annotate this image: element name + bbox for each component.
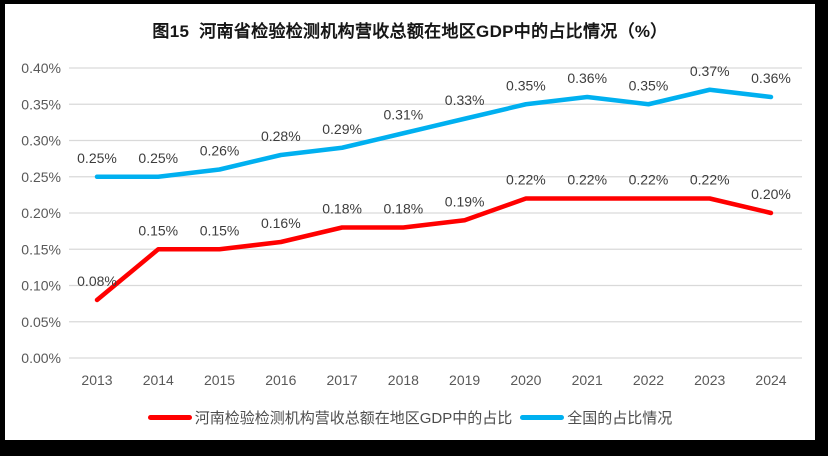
x-axis-tick: 2016 xyxy=(265,372,296,388)
data-label: 0.20% xyxy=(751,186,791,202)
data-label: 0.22% xyxy=(567,172,607,188)
data-label: 0.19% xyxy=(445,193,485,209)
x-axis-tick: 2023 xyxy=(694,372,725,388)
data-label: 0.15% xyxy=(200,222,240,238)
series-line xyxy=(94,196,774,303)
legend-item: 全国的占比情况 xyxy=(520,407,672,428)
data-label: 0.25% xyxy=(138,150,178,166)
data-label: 0.18% xyxy=(322,201,362,217)
x-axis-tick: 2020 xyxy=(510,372,541,388)
data-label: 0.35% xyxy=(506,77,546,93)
data-label: 0.16% xyxy=(261,215,301,231)
y-axis-tick: 0.25% xyxy=(21,169,61,185)
data-label: 0.33% xyxy=(445,92,485,108)
data-label: 0.26% xyxy=(200,143,240,159)
data-label: 0.31% xyxy=(384,106,424,122)
data-label: 0.36% xyxy=(751,70,791,86)
y-axis-tick: 0.10% xyxy=(21,278,61,294)
data-label: 0.35% xyxy=(629,77,669,93)
chart-plot-area: 0.00% 0.05% 0.10% 0.15% 0.20% 0.25% 0.30% 0.35%… xyxy=(21,60,802,388)
legend-item: 河南检验检测机构营收总额在地区GDP中的占比 xyxy=(147,407,513,428)
chart-legend: 河南检验检测机构营收总额在地区GDP中的占比 全国的占比情况 xyxy=(5,407,815,428)
y-axis-tick: 0.20% xyxy=(21,205,61,221)
data-label: 0.18% xyxy=(384,201,424,217)
chart-panel: 图15 河南省检验检测机构营收总额在地区GDP中的占比情况（%） 0.00% 0.… xyxy=(5,4,815,440)
y-axis-tick: 0.30% xyxy=(21,133,61,149)
x-axis-tick: 2015 xyxy=(204,372,235,388)
data-label: 0.22% xyxy=(629,172,669,188)
x-axis-tick: 2021 xyxy=(572,372,603,388)
legend-line-swatch xyxy=(520,415,565,420)
x-axis-tick: 2014 xyxy=(143,372,174,388)
chart-title: 图15 河南省检验检测机构营收总额在地区GDP中的占比情况（%） xyxy=(152,22,668,41)
data-label: 0.08% xyxy=(77,273,117,289)
x-axis-tick: 2024 xyxy=(755,372,786,388)
x-axis-tick: 2018 xyxy=(388,372,419,388)
x-axis-tick: 2019 xyxy=(449,372,480,388)
data-label: 0.25% xyxy=(77,150,117,166)
data-label: 0.29% xyxy=(322,121,362,137)
y-axis-tick: 0.35% xyxy=(21,96,61,112)
data-label: 0.36% xyxy=(567,70,607,86)
data-label: 0.28% xyxy=(261,128,301,144)
x-axis-tick: 2013 xyxy=(81,372,112,388)
y-axis-tick: 0.40% xyxy=(21,60,61,76)
x-axis-tick: 2017 xyxy=(327,372,358,388)
legend-label: 河南检验检测机构营收总额在地区GDP中的占比 xyxy=(194,410,513,427)
data-label: 0.22% xyxy=(690,172,730,188)
x-axis-tick: 2022 xyxy=(633,372,664,388)
data-label: 0.22% xyxy=(506,172,546,188)
data-label: 0.37% xyxy=(690,63,730,79)
data-label: 0.15% xyxy=(138,222,178,238)
y-axis-tick: 0.05% xyxy=(21,314,61,330)
series-line xyxy=(94,87,774,179)
y-axis-tick: 0.15% xyxy=(21,241,61,257)
y-axis-tick: 0.00% xyxy=(21,350,61,366)
legend-label: 全国的占比情况 xyxy=(567,410,673,427)
legend-line-swatch xyxy=(147,415,192,420)
